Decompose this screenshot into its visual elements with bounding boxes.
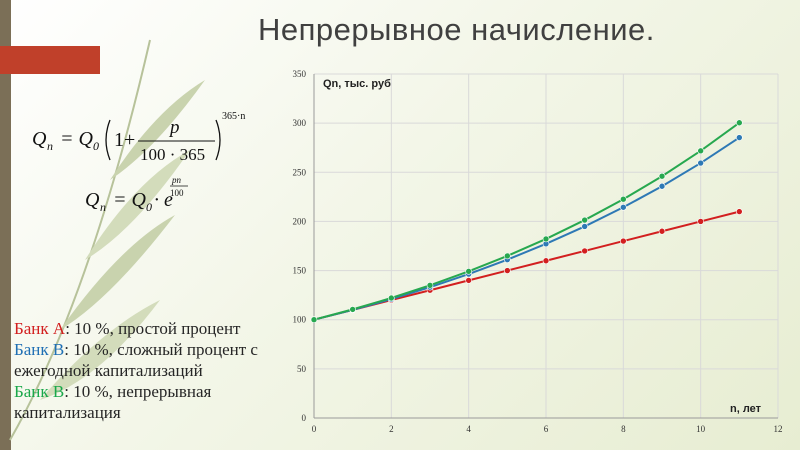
series-3-point xyxy=(388,294,395,302)
bank-legend: Банк А: 10 %, простой процент Банк В: 10… xyxy=(14,318,314,423)
series-3-point xyxy=(620,195,627,203)
series-2-point xyxy=(736,134,743,141)
series-1-point xyxy=(542,257,550,265)
y-tick-label: 0 xyxy=(302,413,307,423)
series-3-point xyxy=(581,216,588,224)
legend-bank-b-name: Банк В xyxy=(14,340,65,359)
x-tick-label: 2 xyxy=(389,424,394,434)
f1-eq: = Q xyxy=(60,128,93,150)
legend-bank-a: Банк А: 10 %, простой процент xyxy=(14,318,314,339)
x-tick-label: 4 xyxy=(466,424,471,434)
chart-tick-labels: 0 2 4 6 8 10 12 0 50 100 150 200 250 300 350 xyxy=(293,69,783,434)
series-3-point xyxy=(426,282,434,289)
legend-bank-c-name: Банк В xyxy=(14,382,65,401)
legend-bank-b-desc: : 10 %, сложный процент с ежегодной капи… xyxy=(14,340,258,380)
y-tick-label: 250 xyxy=(293,167,307,177)
series-1-point xyxy=(620,237,627,245)
series-3-line xyxy=(313,121,740,321)
series-3-point xyxy=(465,268,472,275)
f1-lhs: Q xyxy=(32,128,47,150)
f2-exp-den: 100 xyxy=(170,188,184,198)
x-tick-label: 12 xyxy=(774,424,783,434)
legend-bank-c-desc: : 10 %, непрерывная капитализация xyxy=(14,382,212,422)
y-tick-label: 50 xyxy=(297,364,307,374)
y-tick-label: 350 xyxy=(293,69,307,79)
title-accent-tab xyxy=(0,46,100,74)
series-3-point xyxy=(542,235,550,243)
x-tick-label: 6 xyxy=(544,424,549,434)
series-1-point xyxy=(581,247,588,255)
x-tick-label: 8 xyxy=(621,424,626,434)
y-axis-label: Qn, тыс. руб xyxy=(323,78,391,90)
x-tick-label: 10 xyxy=(696,424,706,434)
series-1-point xyxy=(736,208,743,215)
series-3-point xyxy=(310,316,318,324)
series-1-point xyxy=(658,227,666,235)
f2-lhs: Q xyxy=(85,189,100,211)
series-3-point xyxy=(504,252,511,260)
series-3-point xyxy=(697,147,704,155)
series-3-point xyxy=(349,306,356,313)
f1-lhs-sub: n xyxy=(47,139,53,153)
formula-block: Q n = Q 0 1+ p 100 · 365 365·n Q n = Q 0… xyxy=(32,111,245,214)
decorative-leaves xyxy=(9,39,205,441)
series-2-point xyxy=(620,203,627,211)
y-tick-label: 150 xyxy=(293,266,307,276)
chart-grid xyxy=(314,73,779,418)
x-tick-label: 0 xyxy=(312,424,317,434)
f1-q0-sub: 0 xyxy=(93,139,99,153)
f1-denominator: 100 · 365 xyxy=(140,145,205,164)
f2-e: · e xyxy=(154,189,173,211)
series-1-point xyxy=(465,277,472,284)
f1-numerator: p xyxy=(168,117,180,138)
f2-exp-num: pn xyxy=(171,175,182,185)
legend-bank-b: Банк В: 10 %, сложный процент с ежегодно… xyxy=(14,339,314,381)
f1-one: 1+ xyxy=(114,129,135,151)
f2-eq: = Q xyxy=(113,189,146,211)
left-decor-bar xyxy=(0,0,11,450)
series-2-point xyxy=(697,159,704,167)
f1-left-paren xyxy=(105,119,111,161)
series-1-point xyxy=(504,267,511,274)
y-tick-label: 200 xyxy=(293,216,307,226)
series-1-point xyxy=(697,218,704,225)
legend-bank-c: Банк В: 10 %, непрерывная капитализация xyxy=(14,381,314,423)
legend-bank-a-desc: : 10 %, простой процент xyxy=(65,319,241,338)
f1-right-paren xyxy=(215,119,221,161)
chart-series xyxy=(310,119,743,324)
slide-title: Непрерывное начисление. xyxy=(258,12,655,47)
y-tick-label: 300 xyxy=(293,118,307,128)
y-tick-label: 100 xyxy=(293,315,307,325)
x-axis-label: n, лет xyxy=(730,403,762,415)
series-3-point xyxy=(658,172,666,180)
chart-axes xyxy=(313,74,778,419)
series-2-point xyxy=(581,223,588,230)
series-3-point xyxy=(736,119,743,127)
legend-bank-a-name: Банк А xyxy=(14,319,66,338)
f2-q0-sub: 0 xyxy=(146,200,152,214)
f1-exponent: 365·n xyxy=(222,111,245,122)
f2-lhs-sub: n xyxy=(100,200,106,214)
series-2-point xyxy=(658,182,666,190)
growth-line-chart: 0 2 4 6 8 10 12 0 50 100 150 200 250 300 350 Qn, тыс. … xyxy=(293,69,783,434)
